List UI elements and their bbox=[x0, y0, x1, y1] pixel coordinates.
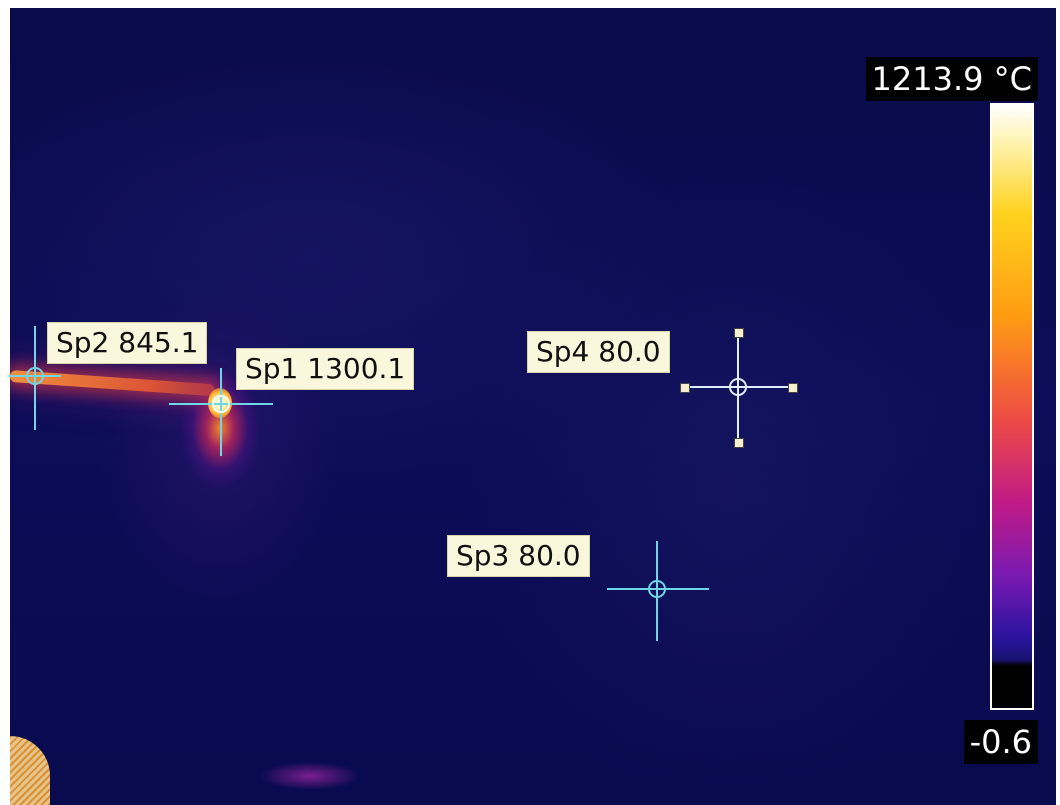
resize-handle-left[interactable] bbox=[680, 383, 690, 393]
temperature-color-scale bbox=[990, 103, 1034, 710]
resize-handle-right[interactable] bbox=[788, 383, 798, 393]
spot-label-sp2[interactable]: Sp2 845.1 bbox=[47, 322, 208, 364]
thermal-image bbox=[10, 8, 1056, 805]
spot-label-sp3[interactable]: Sp3 80.0 bbox=[447, 535, 590, 577]
scale-min-label: -0.6 bbox=[963, 720, 1038, 764]
scale-max-label: 1213.9 °C bbox=[865, 57, 1038, 101]
spot-label-sp4[interactable]: Sp4 80.0 bbox=[527, 331, 670, 373]
brand-logo-fragment bbox=[10, 736, 50, 805]
resize-handle-top[interactable] bbox=[734, 328, 744, 338]
resize-handle-bottom[interactable] bbox=[734, 438, 744, 448]
spot-label-sp1[interactable]: Sp1 1300.1 bbox=[236, 348, 415, 390]
